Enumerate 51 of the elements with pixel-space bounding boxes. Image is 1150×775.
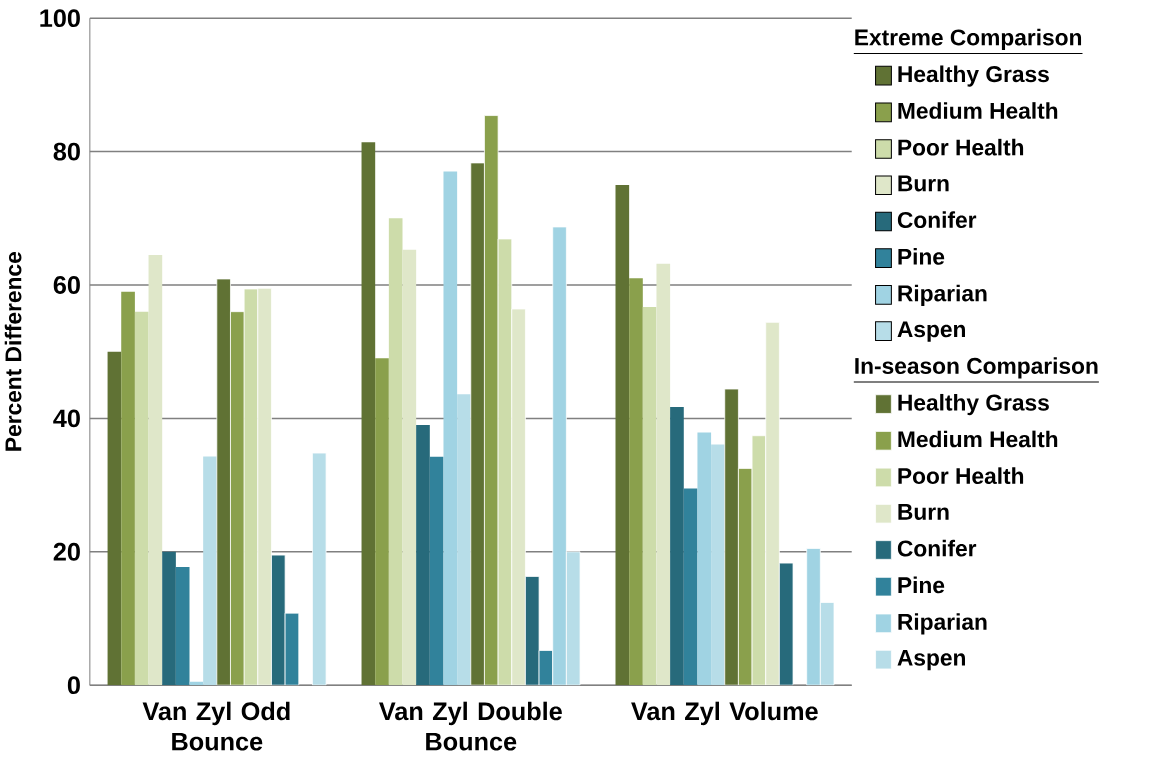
y-tick-label: 100: [40, 9, 80, 28]
legend-label: Aspen: [897, 649, 965, 671]
y-tick-label: 40: [53, 409, 80, 428]
bar: [121, 291, 135, 686]
legend-label: Poor Health: [898, 138, 1024, 156]
legend-label: Burn: [898, 175, 949, 192]
bar: [683, 488, 698, 686]
bar: [670, 407, 684, 686]
x-tick-label: Van Zyl Volume: [631, 701, 818, 726]
bar: [162, 551, 176, 686]
legend-label: Riparian: [898, 613, 987, 635]
legend-label: Pine: [898, 576, 945, 594]
bar: [443, 171, 458, 686]
x-tick-label: Van Zyl Odd Bounce: [142, 701, 290, 751]
legend-title: Extreme Comparison: [855, 28, 1082, 50]
legend-label: Medium Health: [898, 430, 1058, 448]
legend-label: Pine: [898, 248, 945, 265]
y-axis-title: Percent Difference: [4, 252, 22, 451]
bar: [175, 567, 190, 686]
bar: [429, 456, 444, 686]
y-tick-label: 60: [53, 276, 80, 294]
bar: [402, 249, 417, 686]
bar: [711, 444, 725, 686]
legend-label: Conifer: [897, 539, 977, 557]
legend-label: Riparian: [898, 284, 987, 306]
y-tick-label: 20: [53, 542, 80, 561]
bar: [629, 278, 643, 686]
bar: [416, 425, 430, 686]
bar: [457, 394, 471, 686]
text: In-season Comparison: [855, 357, 1098, 379]
bar: [615, 184, 630, 686]
bar: [388, 218, 403, 686]
bar: [697, 432, 712, 686]
legend-label: Burn: [898, 503, 949, 520]
bar: [375, 358, 389, 686]
y-tick-label: 80: [53, 142, 80, 161]
legend-label: Poor Health: [898, 467, 1024, 485]
legend-label: Conifer: [897, 211, 977, 229]
legend-label: Healthy Grass: [898, 393, 1049, 416]
legend-label: Medium Health: [898, 102, 1058, 119]
bar: [148, 254, 163, 686]
legend-label: Aspen: [897, 321, 965, 342]
x-tick-label: Van Zyl Double Bounce: [379, 701, 562, 751]
bar: [361, 142, 376, 686]
legend-label: Healthy Grass: [898, 65, 1049, 87]
bar: [656, 263, 671, 686]
bar: [203, 456, 217, 686]
y-tick-label: 0: [67, 676, 80, 695]
bar: [134, 311, 149, 686]
bar: [107, 351, 122, 686]
bar: [642, 306, 657, 686]
